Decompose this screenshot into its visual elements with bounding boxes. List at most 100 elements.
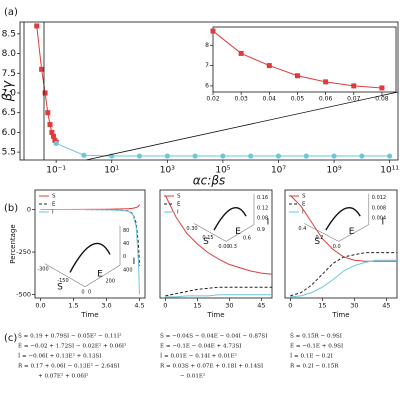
x-tick-label: 30 <box>350 302 358 310</box>
equation: Ė = −0.1E + 0.9SI <box>290 343 343 350</box>
equation: İ = 0.01E − 0.14I + 0.01E² <box>160 353 237 360</box>
marker <box>351 83 357 89</box>
marker <box>47 122 53 128</box>
inset-tick-label: 0.4 <box>298 226 306 232</box>
inset-axis <box>225 224 255 242</box>
marker <box>34 23 40 29</box>
marker <box>379 85 385 91</box>
x-tick-label: 10⁻¹ <box>46 166 66 176</box>
inset-tick-label: -150 <box>57 278 68 284</box>
equation: Ṡ = −0.04S − 0.04E − 0.04I − 0.87SI <box>160 333 267 340</box>
inset-tick-label: 0.004 <box>372 215 386 221</box>
inset-tick-label: 0.3 <box>229 244 237 250</box>
panel-label: (b) <box>4 203 18 214</box>
plot-frame <box>34 189 146 299</box>
inset-tick-label: 0.16 <box>257 195 268 201</box>
legend-label: E <box>52 202 56 208</box>
inset-tick-label: 0 <box>81 289 84 295</box>
series-line <box>40 209 140 295</box>
y-axis-label: β:γ <box>1 80 16 103</box>
inset-axis <box>44 263 86 288</box>
marker <box>81 152 87 158</box>
inset-tick-label: 0.15 <box>202 235 213 241</box>
marker <box>164 153 170 159</box>
equation: − 0.01E² <box>180 373 205 380</box>
x-axis-label: Time <box>331 311 349 319</box>
inset-axis-label: E <box>349 227 355 237</box>
legend-label: I <box>52 210 54 216</box>
x-tick-label: 15 <box>318 302 326 310</box>
panel-label: (c) <box>4 333 17 344</box>
legend-label: I <box>302 210 304 216</box>
inset-tick-label: -300 <box>37 266 48 272</box>
inset-tick-label: 0.08 <box>257 215 268 221</box>
y-tick-label: 8.5 <box>2 29 16 39</box>
marker <box>238 50 244 56</box>
inset-tick-label: 0.0 <box>333 244 341 250</box>
y-tick-label: 6.5 <box>2 108 16 118</box>
y-tick-label: 6 <box>205 82 209 89</box>
x-tick-label: 0.07 <box>347 96 361 103</box>
inset-trajectory <box>69 242 111 273</box>
x-tick-label: 45 <box>382 302 390 310</box>
plot-frame <box>159 189 273 299</box>
inset-tick-label: 0.30 <box>186 226 197 232</box>
inset-axis <box>338 224 369 242</box>
y-tick-label: 7.5 <box>2 69 16 79</box>
inset-tick-label: 0.2 <box>316 235 324 241</box>
x-tick-label: 10⁷ <box>271 166 286 176</box>
marker <box>303 153 309 159</box>
plot-frame <box>212 26 397 93</box>
y-tick-label: 5.5 <box>2 148 16 158</box>
legend-label: S <box>52 194 56 200</box>
x-tick-label: 30 <box>225 302 233 310</box>
y-tick-label: 8 <box>205 42 209 49</box>
equation: Ṙ = 0.2I − 0.15R <box>290 363 339 370</box>
inset-tick-label: 0 <box>123 254 126 260</box>
inset-tick-label: 80 <box>123 228 129 234</box>
zoom-line <box>85 91 399 161</box>
x-tick-label: 45 <box>257 302 265 310</box>
inset-tick-label: 0.6 <box>243 236 251 242</box>
legend-label: S <box>302 194 306 200</box>
marker <box>331 153 337 159</box>
inset-axis-label: E <box>235 227 241 237</box>
x-tick-label: 15 <box>193 302 201 310</box>
inset-axis-label: S <box>57 282 63 292</box>
marker <box>136 153 143 159</box>
panel-label: (a) <box>4 7 18 18</box>
marker <box>220 153 226 159</box>
marker <box>210 28 216 34</box>
inset-tick-label: 0.008 <box>372 205 386 211</box>
equation: + 0.07E² + 0.06I² <box>38 373 88 380</box>
series-line <box>164 195 273 275</box>
series-line <box>290 252 397 297</box>
legend-label: I <box>177 210 179 216</box>
marker <box>275 153 282 159</box>
inset-axis-label: S <box>314 237 320 247</box>
inset-tick-label: 0.9 <box>257 227 265 233</box>
inset-axis-label: I <box>267 217 270 227</box>
plot-frame <box>284 189 398 299</box>
y-tick-label: 6.0 <box>2 128 17 138</box>
marker <box>294 73 300 79</box>
x-tick-label: 1.5 <box>68 302 78 310</box>
inset-axis <box>304 223 339 242</box>
equation: Ė = −0.02 + 1.72SI − 0.02E² + 0.06I² <box>18 343 126 350</box>
marker <box>359 153 365 159</box>
marker <box>49 129 55 135</box>
x-tick-label: 0 <box>163 302 167 310</box>
series-line <box>165 294 272 298</box>
equation: Ė = −0.1E − 0.04E + 4.73SI <box>160 343 242 350</box>
legend-label: S <box>177 194 181 200</box>
x-tick-label: 10³ <box>160 166 175 176</box>
x-tick-label: 0.0 <box>35 302 45 310</box>
x-tick-label: 0.05 <box>291 96 305 103</box>
x-axis-label: αc:βs <box>193 174 225 188</box>
equation: Ṡ = 0.19 + 0.79SI − 0.05E² − 0.11I² <box>18 333 121 340</box>
marker <box>192 153 198 159</box>
x-tick-label: 0.06 <box>319 96 333 103</box>
equation: İ = −0.06I + 0.13E² + 0.13SI <box>18 353 102 360</box>
